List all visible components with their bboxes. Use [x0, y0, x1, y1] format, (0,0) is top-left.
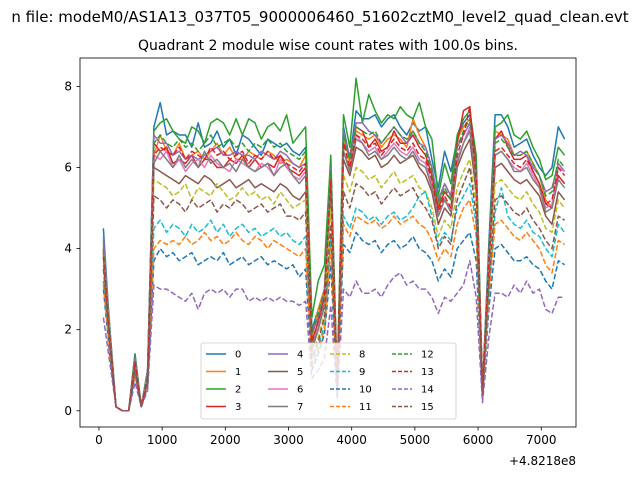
- x-axis: 0 1000 2000 3000 4000 5000 6000 7000: [95, 427, 557, 447]
- y-tick-label: 0: [64, 404, 72, 418]
- legend-box: [200, 342, 457, 420]
- legend-label-7: 7: [297, 402, 303, 413]
- y-tick-label: 2: [64, 323, 72, 337]
- series-line-13: [102, 105, 566, 412]
- legend-label-14: 14: [421, 385, 434, 396]
- chart-title: Quadrant 2 module wise count rates with …: [138, 38, 518, 54]
- plot-frame: [79, 57, 577, 428]
- legend-label-5: 5: [297, 367, 303, 378]
- series-layer: [102, 77, 566, 412]
- x-tick-label: 2000: [210, 433, 241, 447]
- x-offset-label: +4.8218e8: [509, 454, 576, 468]
- legend-label-12: 12: [421, 350, 434, 361]
- figure-suptitle: n file: modeM0/AS1A13_037T05_9000006460_…: [11, 8, 628, 27]
- legend-label-9: 9: [359, 367, 365, 378]
- x-tick-label: 3000: [273, 433, 304, 447]
- x-tick-label: 6000: [463, 433, 494, 447]
- legend-label-10: 10: [359, 385, 372, 396]
- y-tick-label: 6: [64, 160, 72, 174]
- legend-label-1: 1: [235, 367, 241, 378]
- legend-label-2: 2: [235, 385, 241, 396]
- legend-label-13: 13: [421, 367, 434, 378]
- x-tick-label: 0: [95, 433, 103, 447]
- series-line-15: [102, 166, 566, 412]
- legend-label-4: 4: [297, 350, 303, 361]
- x-tick-label: 5000: [400, 433, 431, 447]
- x-tick-label: 4000: [336, 433, 367, 447]
- y-tick-label: 8: [64, 79, 72, 93]
- legend-label-6: 6: [297, 385, 303, 396]
- y-axis: 0 2 4 6 8: [64, 79, 80, 418]
- x-tick-label: 1000: [147, 433, 178, 447]
- legend-label-0: 0: [235, 350, 241, 361]
- y-tick-label: 4: [64, 242, 72, 256]
- x-tick-label: 7000: [526, 433, 557, 447]
- legend-label-11: 11: [359, 402, 372, 413]
- legend-label-8: 8: [359, 350, 365, 361]
- legend-label-3: 3: [235, 402, 241, 413]
- series-line-14: [102, 259, 565, 412]
- legend-label-15: 15: [421, 402, 434, 413]
